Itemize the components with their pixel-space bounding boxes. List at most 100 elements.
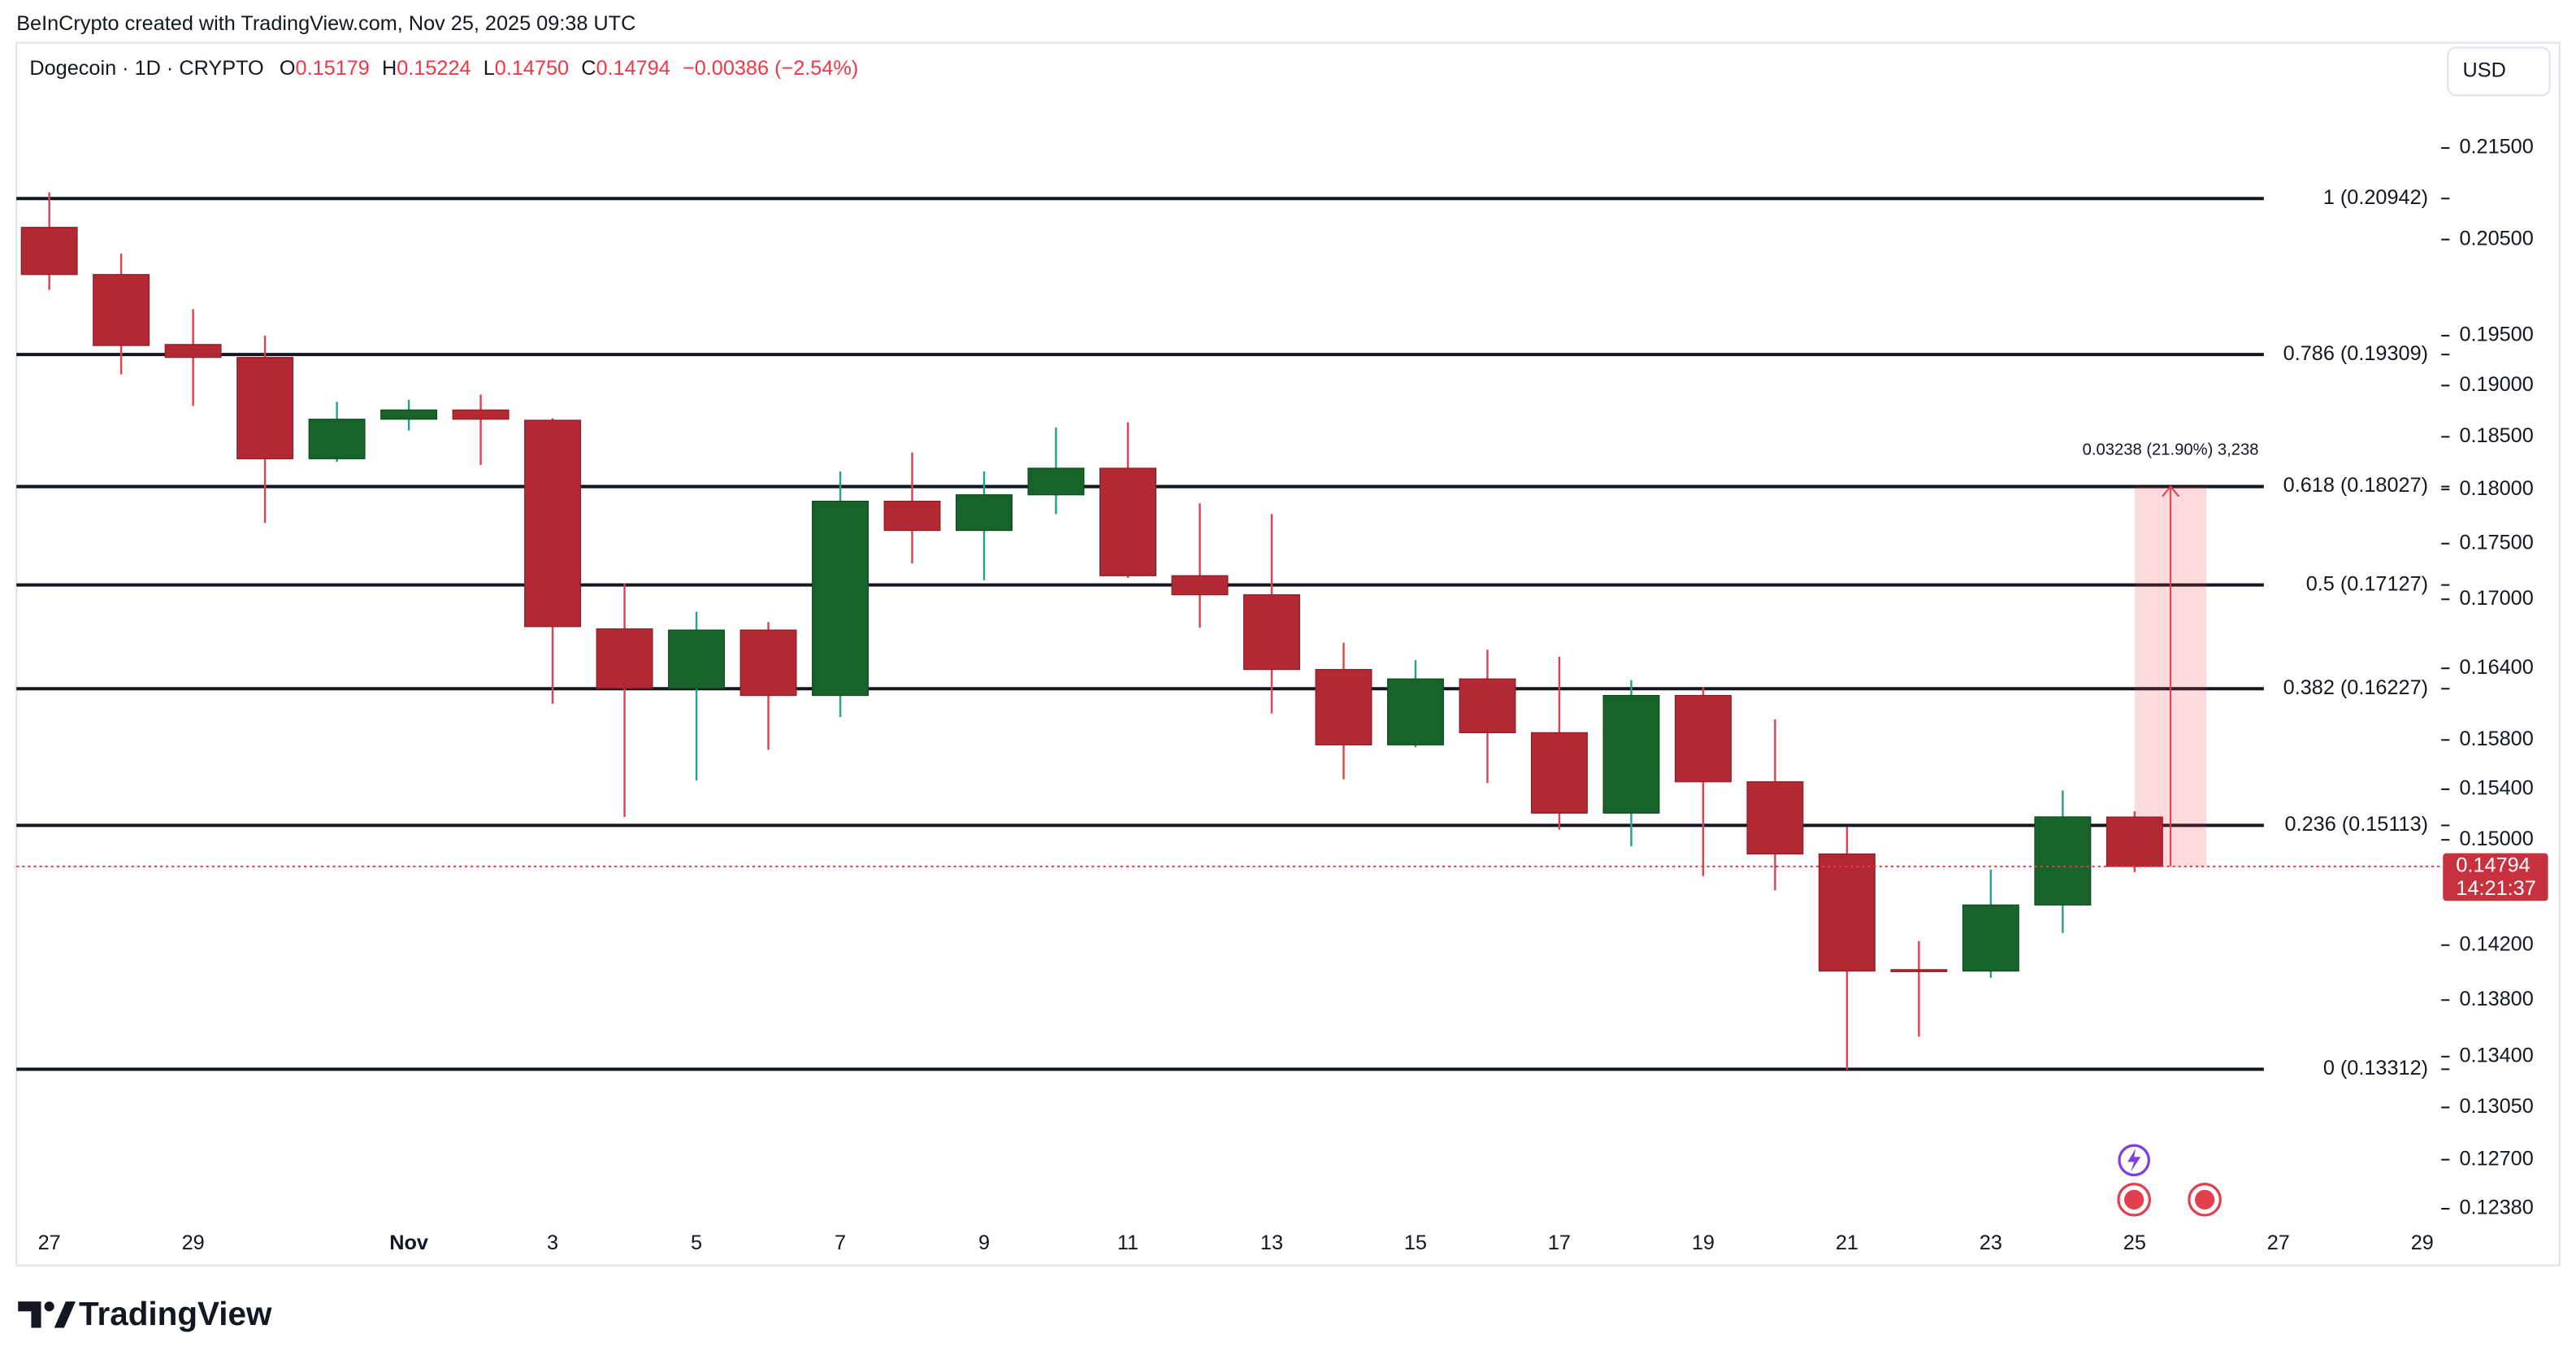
candle-body bbox=[1890, 969, 1948, 972]
y-tick-label: 0.17500 bbox=[2459, 531, 2533, 554]
candle-body bbox=[1027, 467, 1085, 496]
low-letter: L bbox=[484, 57, 495, 80]
x-tick-label: 25 bbox=[2123, 1232, 2146, 1254]
x-tick-label: 7 bbox=[835, 1232, 846, 1254]
countdown: 14:21:37 bbox=[2456, 877, 2535, 900]
fib-label: 0 (0.13312) bbox=[2323, 1057, 2428, 1079]
y-tick-label: 0.21500 bbox=[2459, 136, 2533, 159]
event-icon-bolt bbox=[2127, 1149, 2141, 1172]
y-tick-label: 0.13800 bbox=[2459, 988, 2533, 1010]
x-tick-label: 19 bbox=[1692, 1232, 1715, 1254]
logo-mark bbox=[44, 1301, 54, 1312]
x-tick-label: 15 bbox=[1404, 1232, 1427, 1254]
candle-body bbox=[1459, 678, 1516, 733]
candle-body bbox=[93, 274, 150, 346]
currency-button[interactable]: USD bbox=[2447, 46, 2551, 97]
x-tick-label: 11 bbox=[1117, 1232, 1138, 1254]
close-letter: C bbox=[581, 57, 596, 80]
open-value: 0.15179 bbox=[296, 57, 370, 80]
event-icons[interactable] bbox=[2117, 1144, 2222, 1217]
open-letter: O bbox=[280, 57, 296, 80]
flag-dot bbox=[2124, 1189, 2144, 1210]
y-tick-label: 0.13050 bbox=[2459, 1095, 2533, 1118]
x-tick-label: 9 bbox=[978, 1232, 990, 1254]
high-letter: H bbox=[382, 57, 397, 80]
currency-label[interactable]: USD bbox=[2463, 59, 2506, 82]
candle-body bbox=[2105, 816, 2163, 867]
x-tick-label: 21 bbox=[1836, 1232, 1858, 1254]
y-tick-label: 0.17000 bbox=[2459, 587, 2533, 610]
x-tick-label: 29 bbox=[2411, 1232, 2434, 1254]
chart-frame bbox=[15, 41, 2561, 1266]
x-tick-label: 13 bbox=[1260, 1232, 1283, 1254]
candle-body bbox=[1746, 781, 1804, 855]
y-tick-label: 0.13400 bbox=[2459, 1044, 2533, 1066]
measure-arrowhead bbox=[2162, 485, 2179, 497]
y-tick-label: 0.19000 bbox=[2459, 373, 2533, 396]
candle-body bbox=[1386, 678, 1444, 745]
x-tick-label: Nov bbox=[389, 1232, 428, 1254]
candle-body bbox=[1818, 853, 1876, 972]
candle-body bbox=[308, 419, 366, 459]
last-price-box bbox=[2443, 853, 2548, 901]
candle-body bbox=[524, 419, 582, 628]
candle-body bbox=[1315, 669, 1373, 745]
candle-body bbox=[883, 501, 941, 532]
x-tick-label: 17 bbox=[1548, 1232, 1571, 1254]
brand-name: TradingView bbox=[79, 1295, 272, 1332]
fib-label: 0.618 (0.18027) bbox=[2283, 474, 2428, 497]
fib-label: 1 (0.20942) bbox=[2323, 186, 2428, 209]
logo-mark bbox=[18, 1301, 41, 1328]
y-tick-label: 0.18500 bbox=[2459, 424, 2533, 447]
close-value: 0.14794 bbox=[596, 57, 670, 80]
candle-body bbox=[1242, 594, 1300, 671]
y-tick-label: 0.12700 bbox=[2459, 1147, 2533, 1170]
candle-body bbox=[380, 409, 438, 420]
legend: Dogecoin · 1D · CRYPTO O0.15179 H0.15224… bbox=[29, 57, 858, 80]
x-tick-label: 23 bbox=[1980, 1232, 2002, 1254]
candle-body bbox=[164, 344, 222, 358]
candle-body bbox=[668, 629, 726, 689]
y-tick-label: 0.15800 bbox=[2459, 728, 2533, 750]
candle-body bbox=[236, 357, 294, 459]
y-tick-label: 0.20500 bbox=[2459, 227, 2533, 250]
currency-button-box[interactable] bbox=[2447, 46, 2551, 97]
fib-label: 0.382 (0.16227) bbox=[2283, 676, 2428, 699]
symbol: Dogecoin · 1D · CRYPTO bbox=[29, 57, 263, 80]
x-tick-label: 29 bbox=[182, 1232, 205, 1254]
change: −0.00386 (−2.54%) bbox=[683, 57, 858, 80]
candle-body bbox=[1171, 575, 1229, 596]
candle-body bbox=[596, 628, 653, 689]
candle-body bbox=[1962, 904, 2019, 972]
attribution: BeInCrypto created with TradingView.com,… bbox=[16, 12, 635, 35]
flag-dot bbox=[2194, 1189, 2215, 1210]
measure-label: 0.03238 (21.90%) 3,238 bbox=[2083, 441, 2259, 458]
candle-body bbox=[1602, 694, 1660, 814]
y-tick-label: 0.14200 bbox=[2459, 932, 2533, 955]
x-tick-label: 3 bbox=[547, 1232, 558, 1254]
candle-body bbox=[20, 227, 78, 276]
fib-label: 0.786 (0.19309) bbox=[2283, 342, 2428, 365]
low-value: 0.14750 bbox=[495, 57, 569, 80]
last-price-label: 0.14794 bbox=[2456, 854, 2530, 877]
x-tick-label: 27 bbox=[2267, 1232, 2290, 1254]
logo-mark bbox=[54, 1301, 76, 1328]
fib-label: 0.236 (0.15113) bbox=[2285, 813, 2429, 836]
candle-body bbox=[2034, 816, 2092, 906]
y-tick-label: 0.16400 bbox=[2459, 656, 2533, 679]
y-tick-label: 0.15000 bbox=[2459, 828, 2533, 850]
high-value: 0.15224 bbox=[397, 57, 471, 80]
candle-body bbox=[739, 629, 797, 697]
y-tick-label: 0.15400 bbox=[2459, 777, 2533, 800]
candle-body bbox=[812, 501, 870, 697]
candle-body bbox=[1530, 732, 1588, 814]
candle-body bbox=[1674, 694, 1732, 783]
candle-body bbox=[956, 494, 1013, 532]
y-tick-label: 0.12380 bbox=[2459, 1197, 2533, 1219]
x-tick-label: 5 bbox=[691, 1232, 702, 1254]
y-tick-label: 0.18000 bbox=[2459, 477, 2533, 500]
candle-body bbox=[1099, 467, 1156, 576]
fib-label: 0.5 (0.17127) bbox=[2306, 572, 2428, 595]
